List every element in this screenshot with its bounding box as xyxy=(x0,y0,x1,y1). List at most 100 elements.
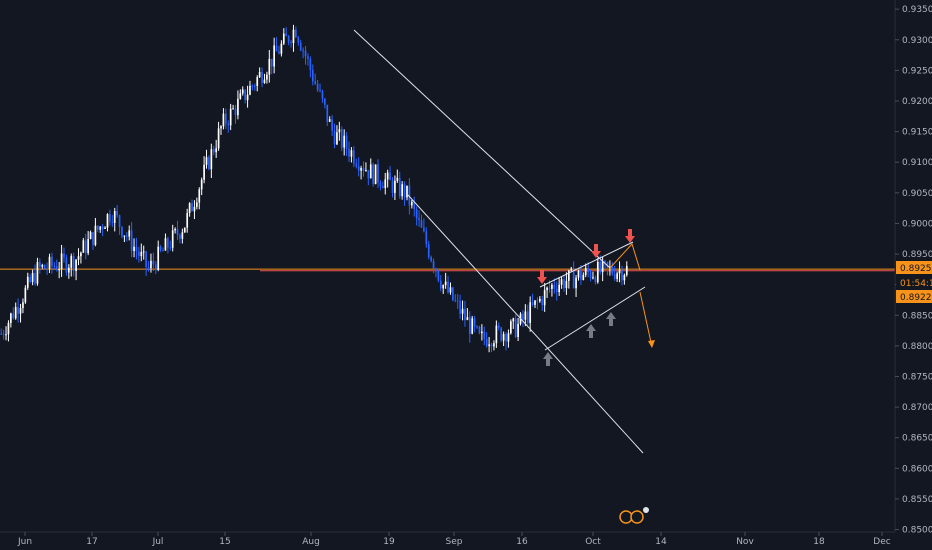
candle-body xyxy=(304,50,307,57)
candle-body xyxy=(205,157,208,165)
last-price-text: 0.89254 xyxy=(900,264,932,274)
candle-body xyxy=(222,113,225,127)
event-markers[interactable] xyxy=(619,507,649,524)
event-flag-icon[interactable] xyxy=(619,510,633,524)
candle-body xyxy=(502,333,505,341)
projection-arrow-icon xyxy=(648,340,655,348)
candle-body xyxy=(292,29,295,44)
candle-body xyxy=(191,203,193,212)
channel-lower-line xyxy=(407,194,644,454)
drawing-layer xyxy=(353,29,655,454)
candle-body xyxy=(396,177,399,181)
candle-body xyxy=(198,189,201,203)
candle-body xyxy=(249,85,251,95)
candle-body xyxy=(154,264,157,270)
candle-body xyxy=(333,130,336,145)
candle-body xyxy=(353,150,355,164)
event-flag-icon[interactable] xyxy=(630,510,644,524)
candle-body xyxy=(258,71,261,78)
candle-body xyxy=(99,226,102,230)
candle-body xyxy=(193,206,196,212)
candle-body xyxy=(357,166,360,171)
candle-body xyxy=(577,270,580,278)
candle-body xyxy=(299,42,302,51)
candle-body xyxy=(481,331,483,334)
candle-body xyxy=(456,300,459,302)
candle-body xyxy=(150,260,152,269)
time-tick-label: Aug xyxy=(302,537,320,547)
candle-body xyxy=(278,51,280,54)
time-tick-label: 18 xyxy=(813,537,825,547)
candle-body xyxy=(548,287,551,289)
candle-body xyxy=(208,157,210,170)
candle-body xyxy=(171,230,174,248)
candle-body xyxy=(587,268,589,273)
time-tick-label: Dec xyxy=(873,537,890,547)
candle-body xyxy=(514,318,517,338)
projection-path xyxy=(609,243,641,271)
time-axis[interactable]: Jun 17 Jul 15 Aug 19 Sep 16 Oct 14 Nov 18 Dec xyxy=(0,531,895,547)
arrow-up-icon xyxy=(543,352,553,366)
arrow-down-icon xyxy=(537,270,547,284)
candle-body xyxy=(345,135,348,149)
candle-body xyxy=(220,126,222,129)
candle-body xyxy=(555,288,558,293)
candle-body xyxy=(116,211,118,216)
candle-body xyxy=(200,179,203,190)
candle-body xyxy=(280,43,283,54)
candle-body xyxy=(227,123,230,126)
time-tick-label: 16 xyxy=(516,537,528,547)
candle-body xyxy=(522,313,524,320)
candle-body xyxy=(36,262,39,284)
candle-body xyxy=(488,344,490,347)
candle-body xyxy=(138,251,140,257)
time-tick-label: Jul xyxy=(152,537,164,547)
candle-body xyxy=(512,318,515,322)
candle-body xyxy=(386,172,389,180)
candle-body xyxy=(275,45,278,52)
candle-body xyxy=(215,148,218,153)
candle-body xyxy=(582,274,585,280)
candle-body xyxy=(563,279,565,289)
candle-body xyxy=(365,170,367,172)
candle-body xyxy=(302,50,304,52)
candle-body xyxy=(444,281,447,286)
candle-body xyxy=(589,272,592,279)
candle-body xyxy=(391,180,394,193)
candle-body xyxy=(553,284,556,289)
candle-body xyxy=(72,255,75,272)
candle-body xyxy=(543,290,546,306)
candle-body xyxy=(326,104,329,122)
candle-body xyxy=(355,163,358,167)
candle-body xyxy=(394,180,396,193)
candle-body xyxy=(19,308,22,314)
candle-body xyxy=(2,333,5,335)
candle-body xyxy=(309,58,312,71)
candle-body xyxy=(157,246,160,270)
candle-body xyxy=(369,164,372,179)
candle-body xyxy=(101,226,104,229)
candle-body xyxy=(384,179,387,189)
plot-area[interactable] xyxy=(0,24,895,353)
candle-body xyxy=(31,272,34,283)
candle-body xyxy=(241,89,244,94)
time-tick-label: 15 xyxy=(219,537,230,547)
candle-body xyxy=(410,201,413,206)
candle-body xyxy=(67,267,70,273)
candle-body xyxy=(285,33,288,37)
candle-body xyxy=(580,270,582,280)
candle-body xyxy=(314,81,317,84)
candle-body xyxy=(128,230,131,237)
candle-body xyxy=(497,325,500,328)
candle-body xyxy=(406,185,408,198)
candle-body xyxy=(82,240,85,253)
countdown-text: 01:54:15 xyxy=(900,279,932,289)
event-dot-icon[interactable] xyxy=(643,507,649,513)
candle-body xyxy=(531,302,534,305)
